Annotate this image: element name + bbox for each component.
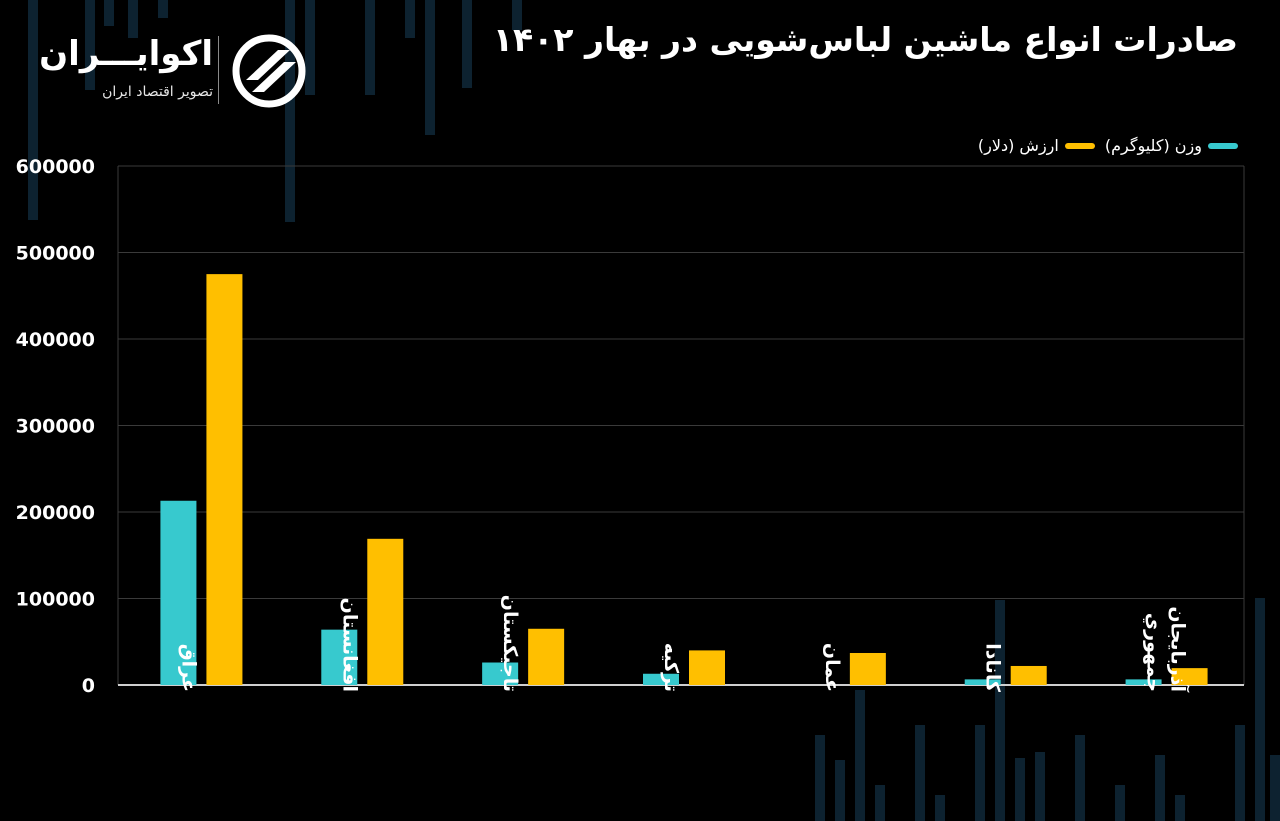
background-candle (158, 0, 168, 18)
background-candle (815, 735, 825, 821)
bar-value (849, 652, 886, 685)
y-tick-label: 300000 (16, 416, 95, 438)
bar-weight (964, 679, 1001, 685)
brand-mark-icon (232, 34, 306, 108)
background-candle (995, 600, 1005, 821)
brand-name: اکوایـــران (39, 34, 213, 74)
bar-weight (321, 629, 358, 685)
background-candle (875, 785, 885, 821)
x-category-label: افغانستان (338, 598, 360, 692)
background-candle (104, 0, 114, 26)
background-candle (512, 0, 522, 30)
y-tick-label: 400000 (16, 329, 95, 351)
bar-value (528, 628, 565, 685)
chart-title: صادرات انواع ماشین لباس‌شویی در بهار ۱۴۰… (492, 20, 1238, 59)
bar-value (1010, 665, 1047, 685)
y-tick-label: 200000 (16, 502, 95, 524)
background-candle (915, 725, 925, 821)
y-tick-label: 500000 (16, 243, 95, 265)
background-candle (855, 690, 865, 821)
background-candle (85, 0, 95, 90)
background-candle (835, 760, 845, 821)
bar-weight (160, 500, 197, 685)
x-category-label: ترکیه (660, 643, 682, 692)
background-candle (1115, 785, 1125, 821)
bar-value (367, 538, 404, 685)
background-candle (975, 725, 985, 821)
x-category-label-line: آذربایجان (1167, 606, 1191, 692)
x-category-label: کانادا (982, 643, 1004, 693)
background-candle (1015, 758, 1025, 821)
legend-swatch-value (1064, 142, 1095, 149)
background-candle (1035, 752, 1045, 821)
bar-value (1171, 668, 1208, 685)
x-category-label: عراق (177, 644, 199, 692)
legend-label-weight: وزن (کلیوگرم) (1104, 136, 1202, 155)
brand-tagline: تصویر اقتصاد ایران (102, 84, 213, 100)
bar-value (206, 274, 243, 685)
brand-logo-block: اکوایـــران تصویر اقتصاد ایران (39, 30, 318, 110)
x-category-label: عمان (821, 643, 843, 692)
legend-swatch-weight (1208, 142, 1238, 149)
bar-value (689, 650, 725, 685)
legend-label-value: ارزش (دلار) (977, 136, 1059, 155)
x-category-label-line: جمهوري (1142, 613, 1165, 692)
background-candle (128, 0, 138, 38)
background-candle (462, 0, 472, 88)
background-candle (305, 0, 315, 95)
legend-item-weight: وزن (کلیوگرم) (1105, 136, 1238, 155)
background-candle (935, 795, 945, 821)
background-candle (28, 0, 38, 220)
background-candle (1270, 755, 1280, 821)
legend: وزن (کلیوگرم) ارزش (دلار) (978, 136, 1238, 155)
legend-item-value: ارزش (دلار) (978, 136, 1095, 155)
bar-weight (643, 673, 679, 685)
background-candle (405, 0, 415, 38)
y-tick-label: 0 (82, 675, 95, 697)
background-candle (425, 0, 435, 135)
background-candle (1235, 725, 1245, 821)
y-tick-label: 600000 (16, 156, 95, 178)
background-candle (285, 0, 295, 222)
background-candle (1175, 795, 1185, 821)
background-candle (365, 0, 375, 95)
background-candle (1075, 735, 1085, 821)
bar-weight (1125, 679, 1162, 685)
background-candle (1155, 755, 1165, 821)
x-category-label: جمهوري آذربایجان (1142, 606, 1191, 692)
brand-divider (218, 36, 219, 104)
background-candle (1255, 598, 1265, 821)
bar-weight (482, 662, 519, 685)
x-category-label: تاجیکستان (499, 595, 521, 692)
y-tick-label: 100000 (16, 589, 95, 611)
